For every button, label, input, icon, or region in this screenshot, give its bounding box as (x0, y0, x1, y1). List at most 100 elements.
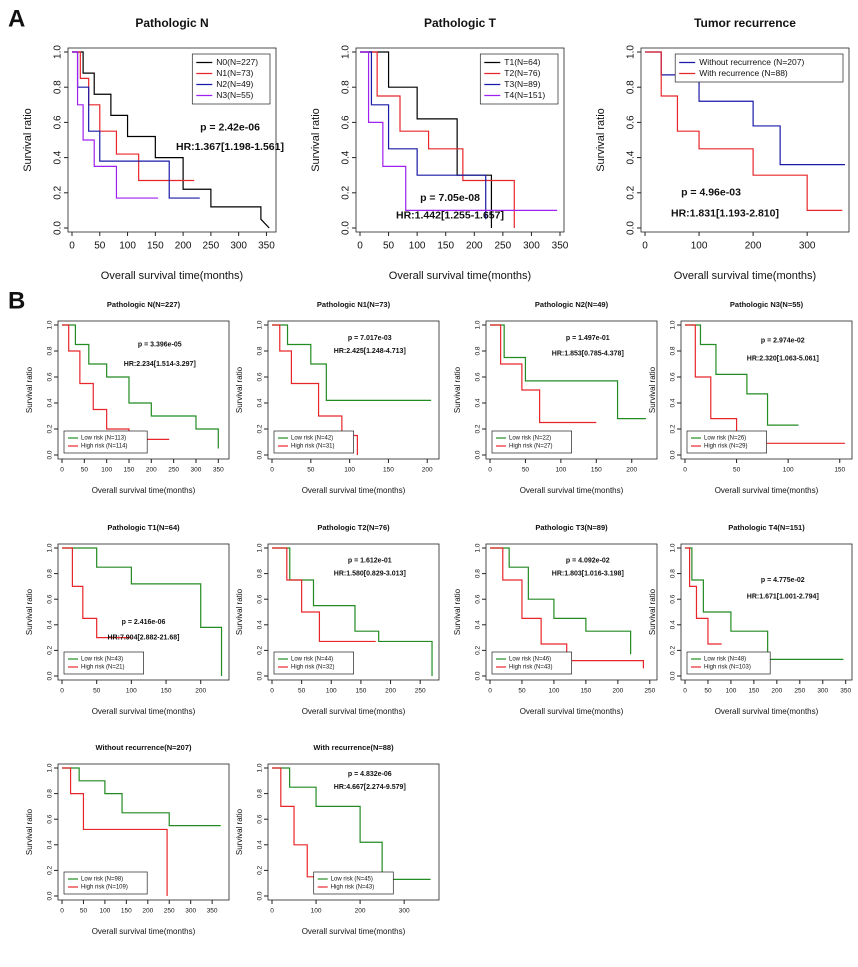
y-tick-label: 0.6 (257, 594, 264, 603)
x-axis-label: Overall survival time(months) (302, 707, 406, 716)
y-tick-label: 0.8 (475, 569, 482, 578)
y-tick-label: 0.6 (475, 372, 482, 381)
x-tick-label: 100 (725, 688, 736, 695)
plot-frame (57, 543, 230, 681)
y-axis-label: Survival ratio (595, 108, 607, 172)
survival-curve (62, 767, 168, 896)
plot-frame (267, 320, 440, 460)
annotation: HR:1.367[1.198-1.561] (176, 141, 284, 153)
y-tick-label: 0.2 (670, 424, 677, 433)
annotation: HR:1.580[0.829-3.013] (334, 570, 406, 577)
x-tick-label: 200 (355, 908, 366, 915)
legend-label: High risk (N=109) (81, 885, 128, 891)
y-tick-label: 0.0 (670, 450, 677, 459)
legend-box (63, 871, 148, 895)
x-tick-label: 100 (548, 688, 559, 695)
y-tick-label: 0.2 (47, 424, 54, 433)
annotation: p = 7.05e-08 (420, 192, 480, 204)
x-tick-label: 150 (437, 241, 454, 252)
x-tick-label: 200 (146, 467, 157, 474)
y-tick-label: 1.0 (475, 320, 482, 329)
x-tick-label: 50 (522, 467, 530, 474)
y-tick-label: 0.2 (475, 646, 482, 655)
x-tick-label: 100 (409, 241, 426, 252)
y-axis-label: Survival ratio (235, 366, 244, 413)
x-tick-label: 0 (69, 241, 75, 252)
chart-title: With recurrence(N=88) (313, 743, 394, 752)
x-tick-label: 300 (523, 241, 540, 252)
x-tick-label: 200 (612, 688, 623, 695)
annotation: p = 1.612e-01 (348, 558, 392, 565)
legend-label: N2(N=49) (216, 79, 253, 89)
x-tick-label: 300 (191, 467, 202, 474)
legend-label: High risk (N=32) (291, 665, 335, 671)
survival-curve (62, 547, 223, 676)
survival-curve (490, 324, 646, 420)
x-tick-label: 200 (142, 908, 153, 915)
survival-curve (272, 767, 314, 878)
x-tick-label: 0 (488, 467, 492, 474)
annotation: HR:4.667[2.274-9.579] (334, 784, 406, 791)
x-tick-label: 350 (552, 241, 569, 252)
x-tick-label: 150 (748, 688, 759, 695)
annotation: p = 2.416e-06 (122, 619, 166, 626)
x-tick-label: 100 (555, 467, 566, 474)
y-tick-label: 0.8 (257, 346, 264, 355)
y-tick-label: 1.0 (670, 543, 677, 552)
legend-label: Low risk (N=113) (81, 436, 126, 442)
x-tick-label: 200 (771, 688, 782, 695)
survival-curve (490, 324, 597, 424)
y-tick-label: 0.4 (475, 398, 482, 407)
x-axis-label: Overall survival time(months) (674, 270, 816, 282)
y-tick-label: 0.0 (341, 221, 352, 235)
x-tick-label: 0 (683, 467, 687, 474)
y-tick-label: 0.0 (475, 671, 482, 680)
y-tick-label: 1.0 (257, 543, 264, 552)
x-tick-label: 50 (518, 688, 526, 695)
x-tick-label: 50 (81, 467, 89, 474)
legend-box (273, 651, 354, 675)
x-tick-label: 250 (644, 688, 655, 695)
plot-frame (680, 543, 853, 681)
x-tick-label: 150 (147, 241, 164, 252)
y-axis-label: Survival ratio (453, 366, 462, 413)
annotation: HR:2.320[1.063-5.061] (747, 356, 819, 363)
annotation: p = 3.396e-05 (138, 341, 182, 348)
y-tick-label: 0.8 (670, 346, 677, 355)
annotation: HR:1.853[0.785-4.378] (552, 350, 624, 357)
y-tick-label: 0.4 (47, 620, 54, 629)
x-tick-label: 0 (270, 908, 274, 915)
y-axis-label: Survival ratio (235, 808, 244, 855)
x-tick-label: 100 (691, 241, 708, 252)
x-axis-label: Overall survival time(months) (715, 707, 819, 716)
x-tick-label: 250 (164, 908, 175, 915)
x-tick-label: 0 (60, 688, 64, 695)
legend-label: T3(N=89) (504, 79, 540, 89)
y-tick-label: 0.6 (670, 372, 677, 381)
x-tick-label: 50 (94, 241, 106, 252)
y-tick-label: 0.8 (475, 346, 482, 355)
y-tick-label: 0.0 (47, 891, 54, 900)
legend-label: T1(N=64) (504, 57, 540, 67)
y-tick-label: 0.2 (670, 646, 677, 655)
x-tick-label: 300 (399, 908, 410, 915)
y-tick-label: 0.8 (257, 789, 264, 798)
legend-label: T4(N=151) (504, 90, 545, 100)
y-tick-label: 1.0 (47, 543, 54, 552)
plot-frame (57, 763, 230, 901)
x-axis-label: Overall survival time(months) (92, 707, 196, 716)
x-tick-label: 100 (344, 467, 355, 474)
y-tick-label: 0.2 (257, 866, 264, 875)
y-tick-label: 0.8 (47, 346, 54, 355)
x-tick-label: 250 (794, 688, 805, 695)
x-axis-label: Overall survival time(months) (92, 927, 196, 936)
y-tick-label: 0.0 (257, 450, 264, 459)
annotation: HR:1.442[1.255-1.657] (396, 209, 504, 221)
y-tick-label: 0.8 (670, 569, 677, 578)
x-tick-label: 150 (355, 688, 366, 695)
chart-title: Pathologic T3(N=89) (535, 523, 608, 532)
annotation: p = 2.974e-02 (761, 337, 805, 344)
x-tick-label: 100 (326, 688, 337, 695)
y-tick-label: 0.0 (53, 221, 64, 235)
